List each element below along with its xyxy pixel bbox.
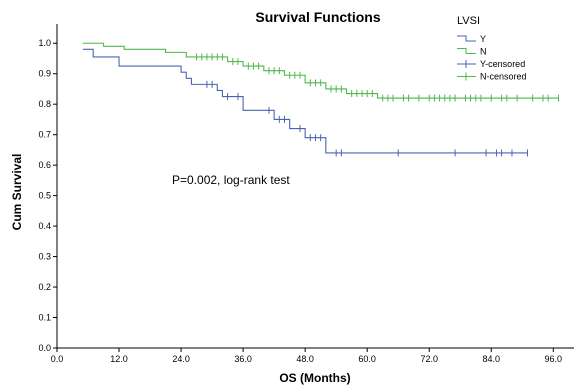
y-tick-label: 0.8 xyxy=(38,99,51,109)
x-axis-label: OS (Months) xyxy=(279,371,350,385)
legend-entries: YN Y-censored N-censored xyxy=(457,34,527,82)
legend-entry: Y-censored xyxy=(457,59,525,69)
series-line-y xyxy=(82,48,528,154)
series-y xyxy=(82,48,528,157)
x-tick-label: 36.0 xyxy=(234,354,252,364)
legend-title: LVSI xyxy=(457,15,480,27)
legend-entry: N xyxy=(457,47,487,57)
x-tick-label: 0.0 xyxy=(51,354,64,364)
legend-label: Y-censored xyxy=(480,59,525,69)
x-tick-label: 84.0 xyxy=(483,354,501,364)
y-tick-label: 0.7 xyxy=(38,130,51,140)
legend-label: N xyxy=(480,47,487,57)
legend-label: Y xyxy=(480,34,486,44)
x-tick-label: 96.0 xyxy=(545,354,563,364)
legend-entry: N-censored xyxy=(457,72,527,82)
x-tick-label: 60.0 xyxy=(358,354,376,364)
y-tick-label: 0.5 xyxy=(38,191,51,201)
x-tick-label: 72.0 xyxy=(420,354,438,364)
x-tick-label: 12.0 xyxy=(110,354,128,364)
y-axis-label: Cum Survival xyxy=(10,154,24,231)
x-tick-label: 48.0 xyxy=(296,354,314,364)
y-tick-label: 0.4 xyxy=(38,221,51,231)
x-tick-label: 24.0 xyxy=(172,354,190,364)
y-tick-label: 0.6 xyxy=(38,160,51,170)
y-tick-label: 0.1 xyxy=(38,313,51,323)
y-tick-label: 0.3 xyxy=(38,252,51,262)
legend-entry: Y xyxy=(457,34,486,44)
y-tick-label: 0.9 xyxy=(38,69,51,79)
legend: LVSI YN Y-censored N-censored xyxy=(457,15,527,82)
y-tick-label: 1.0 xyxy=(38,38,51,48)
series-layer xyxy=(82,42,559,157)
legend-label: N-censored xyxy=(480,72,527,82)
legend-swatch xyxy=(457,35,476,42)
series-n xyxy=(82,42,559,102)
y-tick-label: 0.0 xyxy=(38,343,51,353)
axes: 0.0 0.1 0.2 0.3 0.4 0.5 0.6 0.7 0.8 0.9 1.0 0.0 12.0… xyxy=(38,24,574,364)
chart-title: Survival Functions xyxy=(255,9,380,25)
y-tick-label: 0.2 xyxy=(38,282,51,292)
p-value-annotation: P=0.002, log-rank test xyxy=(172,173,290,187)
legend-swatch xyxy=(457,48,476,54)
